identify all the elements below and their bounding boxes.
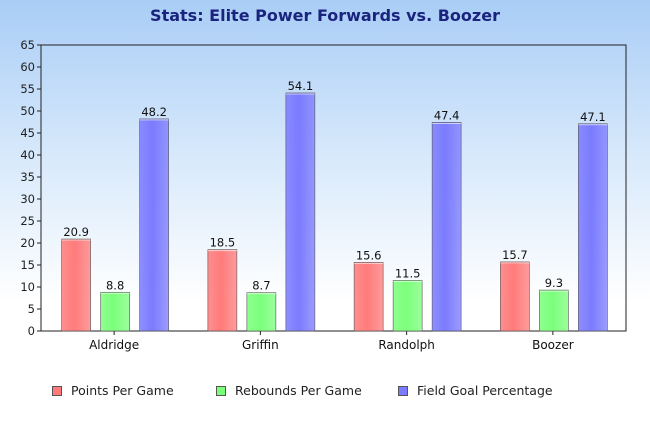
category-label: Griffin xyxy=(242,338,279,352)
data-label: 15.6 xyxy=(356,248,382,262)
bar-rebounds xyxy=(539,289,569,332)
bar-points xyxy=(207,249,238,332)
bar-rebounds xyxy=(100,291,130,332)
bar-rebounds xyxy=(246,292,277,332)
data-label: 11.5 xyxy=(395,266,421,280)
y-tick-label: 40 xyxy=(20,148,35,162)
y-tick-label: 5 xyxy=(28,302,35,316)
data-label: 8.7 xyxy=(252,279,270,293)
data-label: 47.1 xyxy=(580,110,606,124)
plot-area xyxy=(40,44,627,332)
data-label: 9.3 xyxy=(545,276,563,290)
data-label: 54.1 xyxy=(288,79,314,93)
legend-label-rebounds: Rebounds Per Game xyxy=(235,383,362,398)
bar-fg-pct xyxy=(578,123,608,332)
category-label: Randolph xyxy=(378,338,435,352)
legend-item-rebounds: Rebounds Per Game xyxy=(216,383,362,398)
legend-item-fg-pct: Field Goal Percentage xyxy=(398,383,553,398)
y-tick-label: 25 xyxy=(20,214,35,228)
legend-swatch-rebounds xyxy=(216,385,226,396)
bar-fg-pct xyxy=(431,122,462,332)
chart-title: Stats: Elite Power Forwards vs. Boozer xyxy=(150,6,500,25)
bar-fg-pct xyxy=(285,92,316,332)
y-tick-label: 55 xyxy=(20,82,35,96)
legend-label-points: Points Per Game xyxy=(71,383,174,398)
category-label: Boozer xyxy=(532,338,574,352)
y-tick-label: 0 xyxy=(28,324,35,338)
legend-swatch-points xyxy=(52,385,62,396)
data-label: 20.9 xyxy=(63,225,89,239)
y-tick-label: 50 xyxy=(20,104,35,118)
y-tick-label: 15 xyxy=(20,258,35,272)
data-label: 48.2 xyxy=(141,105,167,119)
data-label: 8.8 xyxy=(106,278,124,292)
category-label: Aldridge xyxy=(89,338,139,352)
data-label: 18.5 xyxy=(210,236,236,250)
y-tick-label: 10 xyxy=(20,280,35,294)
y-tick-label: 30 xyxy=(20,192,35,206)
y-tick-label: 65 xyxy=(20,38,35,52)
data-label: 15.7 xyxy=(502,248,528,262)
y-tick-label: 45 xyxy=(20,126,35,140)
legend-swatch-fg-pct xyxy=(398,385,408,396)
legend-label-fg-pct: Field Goal Percentage xyxy=(417,383,553,398)
bar-points xyxy=(61,238,91,332)
y-tick-label: 20 xyxy=(20,236,35,250)
bar-points xyxy=(353,262,384,332)
y-tick-label: 35 xyxy=(20,170,35,184)
legend-item-points: Points Per Game xyxy=(52,383,174,398)
data-label: 47.4 xyxy=(434,108,460,122)
bar-rebounds xyxy=(392,280,423,332)
bar-fg-pct xyxy=(139,118,169,332)
bar-points xyxy=(500,261,530,332)
y-tick-label: 60 xyxy=(20,60,35,74)
